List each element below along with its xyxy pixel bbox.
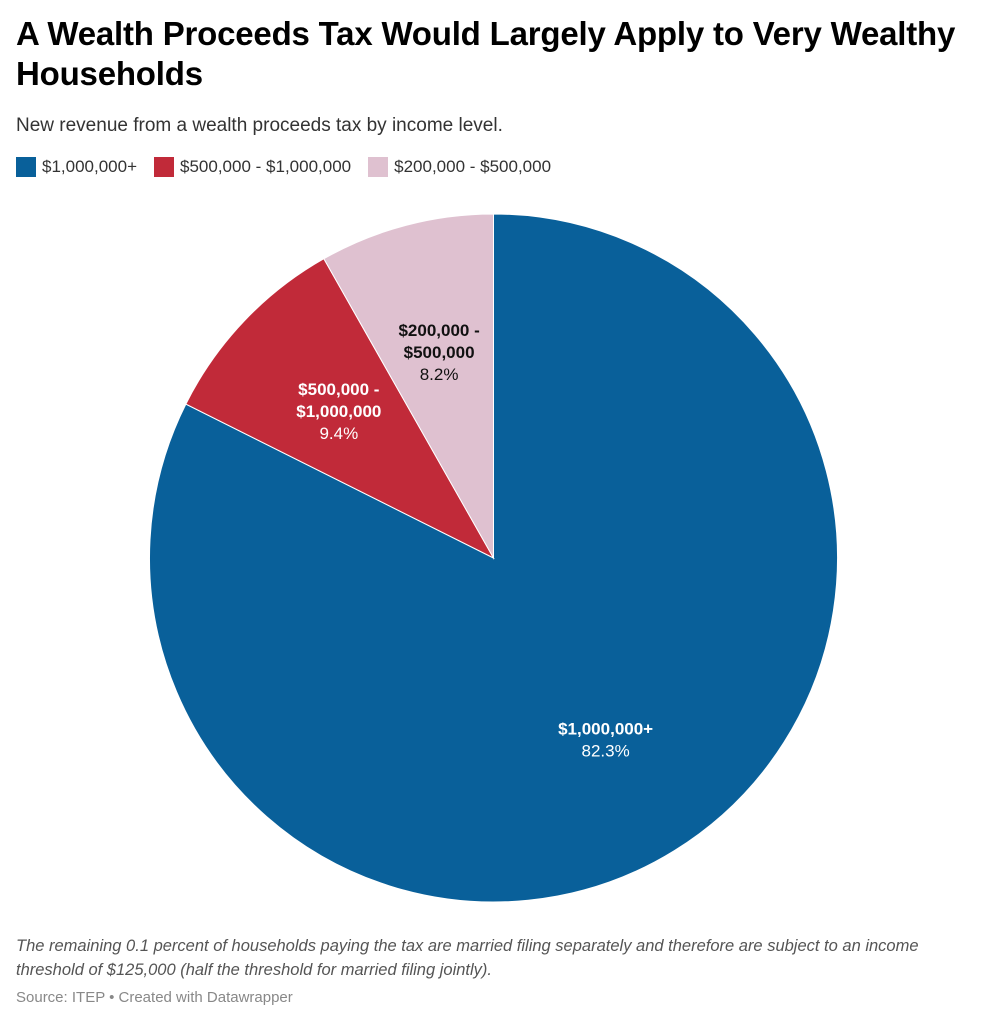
legend-item: $1,000,000+ [16, 157, 137, 177]
pie-labels: $1,000,000+ 82.3% $500,000 - $1,000,000 9.4%… [296, 321, 653, 761]
legend-swatch [154, 157, 175, 177]
legend-label: $500,000 - $1,000,000 [180, 157, 352, 176]
pie-slice [323, 213, 494, 560]
slice-label-value: 9.4% [319, 424, 358, 443]
pie-slices [149, 213, 838, 903]
legend-item: $200,000 - $500,000 [368, 157, 551, 177]
slice-label-name: $500,000 - [298, 380, 379, 399]
legend-label: $1,000,000+ [42, 157, 138, 176]
slice-label-name: $200,000 - [398, 321, 479, 340]
slice-label-value: 8.2% [420, 365, 459, 384]
slice-label-value: 82.3% [582, 741, 630, 760]
chart-source: Source: ITEP • Created with Datawrapper [16, 989, 293, 1006]
chart-legend: $1,000,000+ $500,000 - $1,000,000 $200,0… [16, 157, 568, 177]
slice-label: $1,000,000+ 82.3% [558, 719, 653, 760]
chart-subtitle: New revenue from a wealth proceeds tax b… [16, 115, 503, 136]
chart-title: A Wealth Proceeds Tax Would Largely Appl… [16, 15, 956, 92]
legend-swatch [16, 157, 36, 177]
chart-notes: The remaining 0.1 percent of households … [16, 937, 919, 979]
slice-label: $200,000 - $500,000 8.2% [398, 321, 479, 384]
slice-label-name: $500,000 [404, 343, 475, 362]
slice-label-name: $1,000,000 [296, 402, 381, 421]
slice-label: $500,000 - $1,000,000 9.4% [296, 380, 381, 443]
slice-label-name: $1,000,000+ [558, 719, 653, 738]
legend-swatch [368, 157, 389, 177]
legend-label: $200,000 - $500,000 [394, 157, 552, 176]
legend-item: $500,000 - $1,000,000 [154, 157, 351, 177]
pie-slice [185, 258, 495, 560]
